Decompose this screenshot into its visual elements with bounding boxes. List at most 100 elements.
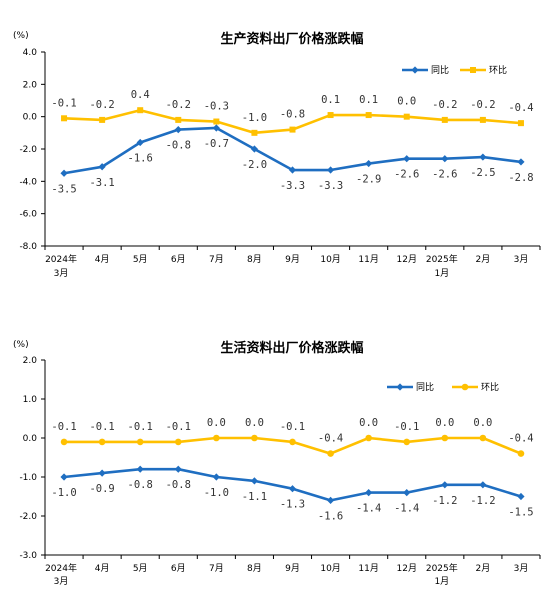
x-tick-label: 10月 [320,254,340,265]
series-环比: -0.1 -0.1 -0.1 -0.1 0.0 0.0 -0.1 -0.4 0.0 -0.1 0.0… [51,417,534,457]
data-point [517,120,524,127]
x-tick-label: 6月 [171,563,186,574]
data-label: -2.8 [508,172,533,184]
data-point [174,438,182,446]
data-point [403,438,411,446]
x-tick-label-line2: 3月 [54,576,69,587]
data-point [136,438,144,446]
data-point [137,107,144,114]
data-label: -0.1 [128,421,153,433]
data-point [365,489,373,497]
data-point [517,492,525,501]
y-tick-label: -3.0 [19,551,37,561]
data-label: -1.2 [470,495,495,507]
data-label: -0.4 [508,433,533,445]
y-unit-label: (%) [13,340,29,350]
data-label: -1.0 [51,487,76,499]
data-label: 0.1 [321,94,340,106]
data-label: -0.1 [51,97,76,109]
x-tick-label: 9月 [285,563,300,574]
legend-label: 同比 [416,381,434,393]
data-point [213,434,220,442]
data-point [365,434,372,442]
data-point [175,116,182,123]
data-point [479,116,486,123]
y-tick-label: -6.0 [19,210,37,220]
data-label: -0.4 [508,102,533,114]
legend-marker [396,383,404,391]
data-point [61,115,68,122]
x-tick-label: 12月 [397,563,417,574]
data-point [250,477,259,485]
data-point [288,485,297,493]
data-point [60,473,68,481]
data-label: -2.6 [394,169,419,181]
data-label: -1.2 [432,495,457,507]
x-tick-label: 4月 [95,254,110,265]
data-label: -0.8 [128,479,153,491]
y-tick-label: 0.0 [23,113,38,123]
data-label: -0.2 [470,99,495,111]
data-label: -2.6 [432,169,457,181]
data-point [441,116,448,123]
x-tick-label: 2024年 [45,562,77,574]
data-point [327,450,334,457]
data-label: -3.3 [318,180,343,192]
data-point [517,450,525,457]
x-tick-label: 2月 [476,563,491,574]
data-label: 0.0 [359,417,378,429]
data-point [288,166,297,174]
data-label: 0.1 [359,94,378,106]
data-label: -2.9 [356,174,381,186]
series-同比: -1.0 -0.9 -0.8 -0.8 -1.0 -1.1 -1.3 -1.6 -1.4 -1.4… [51,465,534,522]
y-tick-label: 4.0 [23,48,38,58]
chart-1: 生产资料出厂价格涨跌幅 (%) 4.0 2.0 0.0 -2.0 -4.0 -6.0 -8.0 2… [13,31,541,279]
data-point [98,163,106,171]
legend-label: 环比 [481,381,499,393]
x-tick-label-line2: 3月 [54,268,69,279]
data-point [98,438,106,446]
data-point [60,438,68,446]
data-point [441,155,449,163]
data-point [251,129,258,136]
data-label: -1.6 [128,153,153,165]
data-label: 0.0 [245,417,264,429]
data-label: -0.2 [432,99,457,111]
data-label: -1.4 [394,503,419,515]
data-label: -0.8 [166,140,191,152]
data-label: -3.5 [51,183,76,195]
x-tick-label: 11月 [358,254,378,265]
x-tick-label: 11月 [358,563,378,574]
data-label: -1.0 [204,487,229,499]
x-tick-label: 12月 [397,254,417,265]
data-label: -2.5 [470,167,495,179]
x-tick-label: 2月 [476,254,491,265]
data-label: -3.1 [89,177,114,189]
data-label: 0.0 [207,417,226,429]
data-point [213,118,220,125]
x-tick-label-line2: 1月 [434,268,449,279]
chart-2: 生活资料出厂价格涨跌幅 (%) 2.0 1.0 0.0 -1.0 -2.0 -3.0 2024年… [13,340,541,587]
data-label: -1.1 [242,491,267,503]
data-point [326,166,335,174]
data-point [479,481,487,489]
x-tick-label: 2024年 [45,253,77,265]
data-label: 0.4 [131,89,150,101]
y-tick-label: 1.0 [23,395,38,405]
data-point [365,159,373,168]
chart-title: 生产资料出厂价格涨跌幅 [220,31,363,47]
data-point [212,473,220,481]
x-tick-label: 2025年 [426,253,458,265]
legend-marker [461,383,469,391]
x-tick-label: 7月 [209,563,224,574]
x-tick-label: 8月 [247,563,262,574]
y-tick-label: 0.0 [23,434,38,444]
data-label: -0.8 [166,479,191,491]
data-point [479,153,487,161]
y-tick-label: -2.0 [19,145,37,155]
data-label: -2.0 [242,159,267,171]
data-label: 0.0 [397,96,416,108]
data-point [251,434,258,442]
data-point [403,155,411,163]
